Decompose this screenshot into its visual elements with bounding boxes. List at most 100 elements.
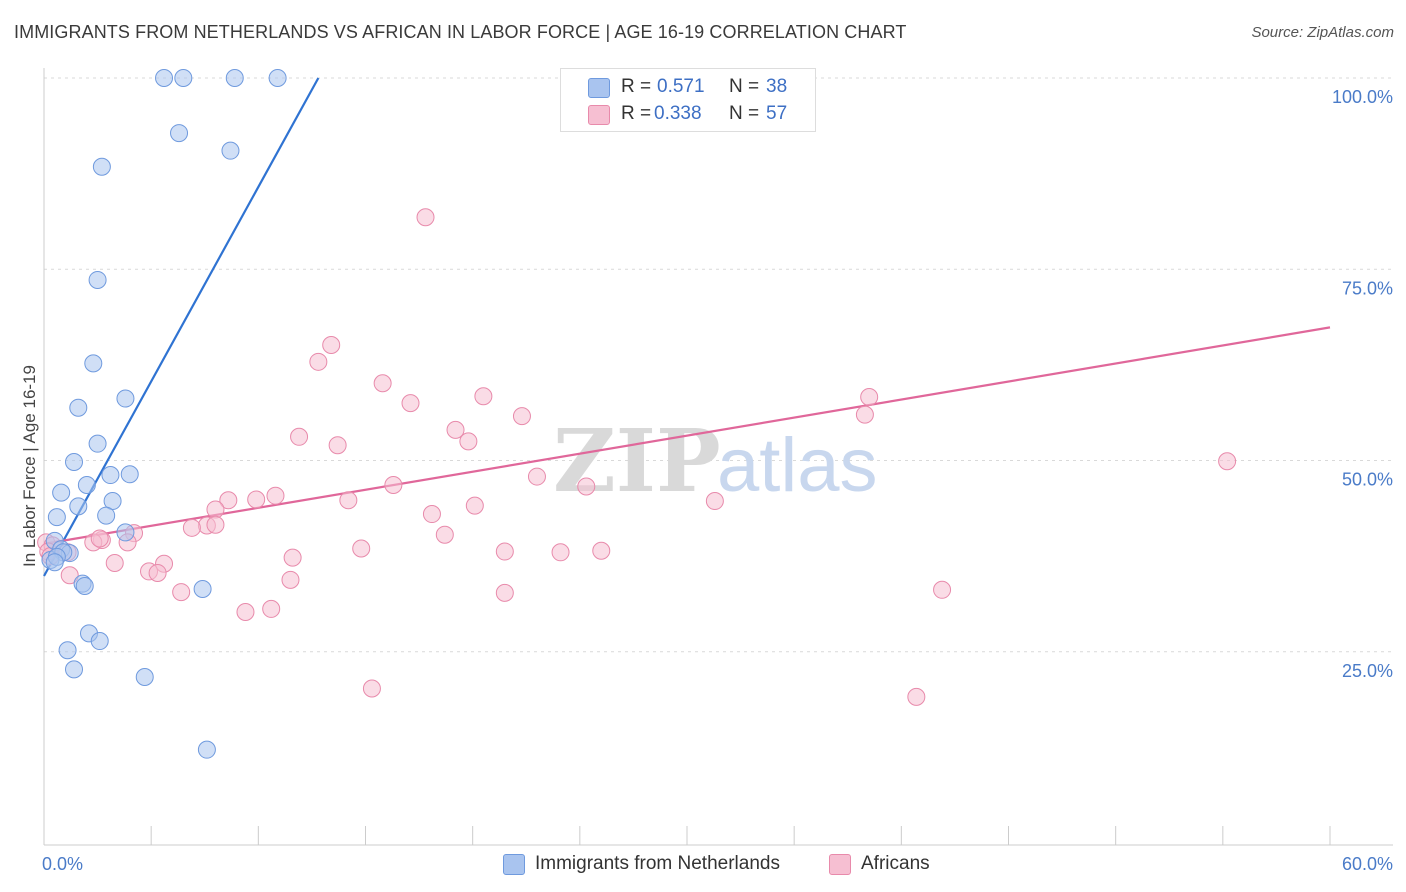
africans-point [384,475,403,494]
africans-point [512,407,531,426]
chart-title: IMMIGRANTS FROM NETHERLANDS VS AFRICAN I… [14,22,907,42]
legend-n-value: 57 [766,103,788,124]
legend-swatch-blue [588,78,610,98]
netherlands-point [92,157,111,176]
y-tick-label: 75.0% [1342,278,1393,298]
africans-point [262,599,281,618]
africans-point [182,518,201,537]
netherlands-point [88,434,107,453]
africans-point [172,583,191,602]
africans-point [373,374,392,393]
africans-point [465,496,484,515]
africans-point [592,541,611,560]
netherlands-point [77,475,96,494]
legend-r-value: 0.338 [654,103,702,124]
netherlands-point [120,465,139,484]
netherlands-point [221,141,240,160]
netherlands-point [45,553,64,572]
legend-n-label: N = [729,103,760,124]
legend-n-label: N = [729,76,760,97]
africans-point [236,602,255,621]
netherlands-point [101,466,120,485]
africans-point [283,548,302,567]
legend-label-africans: Africans [861,853,930,874]
legend-label-netherlands: Immigrants from Netherlands [535,853,780,874]
legend-r-label: R = [621,103,652,124]
africans-point [105,554,124,573]
x-tick-max: 60.0% [1342,854,1393,874]
netherlands-point [97,506,116,525]
netherlands-point [58,641,77,660]
africans-points [37,69,1237,706]
legend-n-value: 38 [766,76,788,97]
africans-point [474,387,493,406]
africans-point [401,394,420,413]
y-tick-label: 50.0% [1342,470,1393,490]
watermark: ZIP atlas [553,411,878,512]
africans-point [247,490,266,509]
africans-point [309,352,328,371]
axes [43,68,1393,846]
africans-point [206,500,225,519]
grid-lines [44,77,1393,653]
africans-point [266,486,285,505]
y-tick-labels: 25.0% 50.0% 75.0% 100.0% [1332,87,1393,681]
africans-point [90,529,109,548]
correlation-legend: R = 0.571 N = 38 R = 0.338 N = 57 [560,68,816,132]
africans-point [219,491,238,510]
netherlands-point [197,740,216,759]
netherlands-point [52,483,71,502]
netherlands-point [193,580,212,599]
netherlands-point [88,270,107,289]
africans-point [290,427,309,446]
africans-point [860,388,879,407]
netherlands-point [116,523,135,542]
netherlands-point [69,497,88,516]
africans-point [459,432,478,451]
y-tick-label: 25.0% [1342,661,1393,681]
africans-point [352,539,371,558]
africans-point [705,492,724,511]
netherlands-point [135,667,154,686]
netherlands-point [170,124,189,143]
netherlands-point [69,398,88,417]
africans-point [435,525,454,544]
africans-point [933,580,952,599]
africans-point [281,570,300,589]
netherlands-point [47,508,66,527]
africans-point [148,563,167,582]
africans-point [416,208,435,227]
legend-swatch-pink [588,105,610,125]
africans-point [362,679,381,698]
netherlands-point [268,69,287,87]
y-axis-label: In Labor Force | Age 16-19 [20,365,39,567]
netherlands-point [225,69,244,87]
source-label: Source: ZipAtlas.com [1251,24,1394,41]
africans-point [60,566,79,585]
africans-point [322,335,341,354]
netherlands-point [155,69,174,87]
series-legend: Immigrants from Netherlands Africans [0,852,1406,878]
x-tick-min: 0.0% [42,854,83,874]
watermark-atlas: atlas [717,423,878,508]
netherlands-points [41,69,287,759]
africans-point [422,505,441,524]
netherlands-point [84,354,103,373]
africans-point [206,515,225,534]
legend-swatch-blue [503,854,525,875]
africans-point [495,583,514,602]
netherlands-point [90,632,109,651]
legend-swatch-pink [829,854,851,875]
netherlands-point [75,576,94,595]
netherlands-point [116,389,135,408]
netherlands-point [65,660,84,679]
y-tick-label: 100.0% [1332,87,1393,107]
africans-point [551,543,570,562]
legend-r-value: 0.571 [657,76,705,97]
africans-point [577,477,596,496]
legend-row-netherlands: R = 0.571 N = 38 [561,74,815,100]
africans-point [855,405,874,424]
africans-point [1218,452,1237,471]
netherlands-point [174,69,193,87]
